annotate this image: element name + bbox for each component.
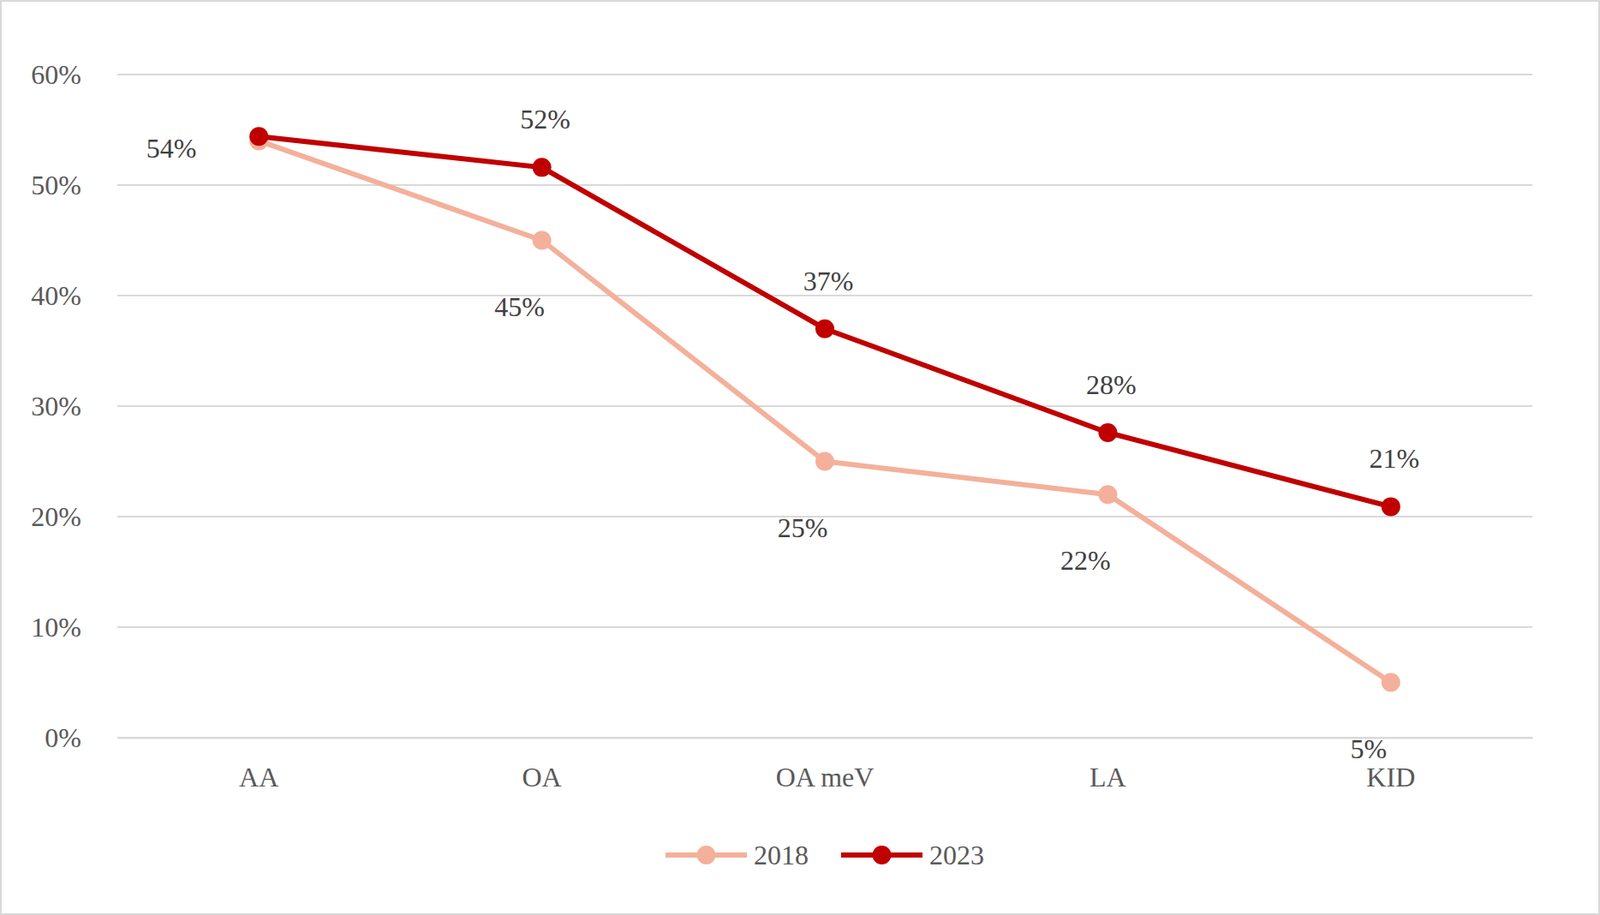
- data-label: 5%: [1349, 733, 1387, 765]
- x-tick-label: AA: [238, 761, 279, 793]
- data-label: 45%: [494, 291, 545, 323]
- legend-label: 2023: [929, 839, 985, 871]
- grid: [117, 74, 1533, 738]
- series-group: [249, 126, 1401, 692]
- legend-marker: [872, 845, 892, 865]
- y-tick-label: 20%: [30, 501, 82, 532]
- y-tick-label: 60%: [30, 59, 82, 90]
- y-tick: 20%: [30, 501, 118, 532]
- plot: 0% 10% 20% 30% 40% 50% 60% AA OA OA meV LA KID 45% 25…: [30, 59, 1533, 793]
- x-tick: OA: [521, 737, 562, 793]
- grid-line: [117, 73, 1533, 76]
- x-tick: AA: [238, 737, 279, 793]
- series-marker: [815, 452, 835, 472]
- legend-item: 2023: [841, 839, 985, 871]
- legend-item: 2018: [665, 839, 809, 871]
- y-tick-label: 10%: [30, 611, 82, 643]
- series-marker: [532, 157, 552, 177]
- y-tick-label: 30%: [30, 390, 82, 422]
- chart-border: [0, 0, 1600, 914]
- x-tick-label: OA meV: [776, 761, 875, 793]
- y-tick: 10%: [30, 611, 118, 643]
- x-tick-label: OA: [521, 761, 562, 793]
- series-marker: [1098, 423, 1117, 442]
- x-tick: OA meV: [776, 737, 875, 793]
- x-axis: AA OA OA meV LA KID: [118, 737, 1534, 793]
- x-tick-label: LA: [1089, 761, 1127, 793]
- y-tick-label: 40%: [30, 280, 82, 311]
- data-labels: 45% 25% 22% 5% 54% 52% 37% 28% 21%: [146, 103, 1420, 764]
- series-marker: [815, 319, 835, 339]
- y-tick: 0%: [44, 722, 118, 753]
- series-marker: [1381, 496, 1401, 516]
- data-label: 54%: [146, 132, 198, 164]
- y-tick: 30%: [30, 390, 118, 422]
- x-axis-line: [118, 737, 1534, 740]
- series-line: [258, 136, 1392, 507]
- y-tick-label: 0%: [44, 722, 82, 753]
- data-label: 21%: [1368, 442, 1420, 474]
- grid-line: [117, 626, 1533, 628]
- data-label: 28%: [1086, 369, 1137, 400]
- series-marker: [1381, 673, 1401, 693]
- y-tick-label: 50%: [30, 169, 82, 201]
- data-label: 25%: [777, 512, 829, 544]
- y-tick: 50%: [30, 169, 118, 201]
- series-marker: [532, 231, 552, 251]
- series-line: [258, 140, 1392, 682]
- legend-marker: [697, 845, 717, 865]
- x-tick-label: KID: [1366, 761, 1415, 793]
- chart: 0% 10% 20% 30% 40% 50% 60% AA OA OA meV LA KID 45% 25…: [0, 0, 1600, 915]
- grid-line: [117, 736, 1533, 739]
- y-tick: 60%: [30, 59, 118, 90]
- series-marker: [249, 126, 269, 146]
- legend-label: 2018: [753, 839, 809, 871]
- x-tick: LA: [1089, 737, 1127, 793]
- data-label: 52%: [519, 103, 571, 135]
- y-axis-line: [117, 75, 119, 739]
- data-label: 37%: [803, 265, 854, 297]
- series-marker: [1098, 484, 1117, 504]
- y-tick: 40%: [30, 280, 118, 311]
- grid-line: [117, 405, 1533, 407]
- data-label: 22%: [1060, 544, 1111, 576]
- grid-line: [117, 184, 1533, 186]
- legend: 2018 2023: [665, 839, 985, 871]
- y-axis: 0% 10% 20% 30% 40% 50% 60%: [30, 59, 118, 753]
